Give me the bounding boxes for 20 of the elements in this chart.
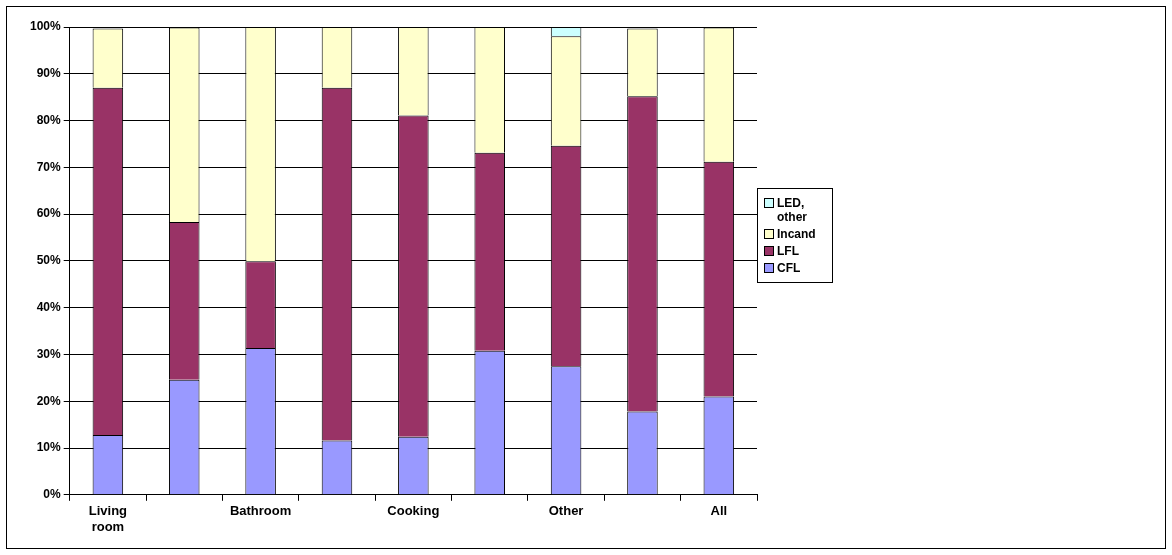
y-tick-label: 100% xyxy=(29,19,62,34)
y-tick-label: 10% xyxy=(36,440,62,455)
y-tick-label: 70% xyxy=(36,159,62,174)
x-tick-label: Other xyxy=(548,503,584,519)
y-tick-label: 20% xyxy=(36,393,62,408)
y-tick-label: 50% xyxy=(36,253,62,268)
x-tick-label: All xyxy=(710,503,728,519)
legend-label: Incand xyxy=(777,227,816,241)
legend-label: LED, other xyxy=(777,196,808,224)
y-tick-label: 40% xyxy=(36,299,62,314)
legend-label: LFL xyxy=(777,244,799,258)
y-tick-label: 30% xyxy=(36,346,62,361)
y-tick-label: 80% xyxy=(36,112,62,127)
legend-label: CFL xyxy=(777,261,801,275)
y-tick-label: 0% xyxy=(43,487,62,502)
y-tick-label: 60% xyxy=(36,206,62,221)
x-tick-label: Bathroom xyxy=(229,503,292,519)
x-tick-label: Cooking xyxy=(387,503,440,519)
x-tick-label: Living room xyxy=(88,503,128,534)
y-tick-label: 90% xyxy=(36,66,62,81)
